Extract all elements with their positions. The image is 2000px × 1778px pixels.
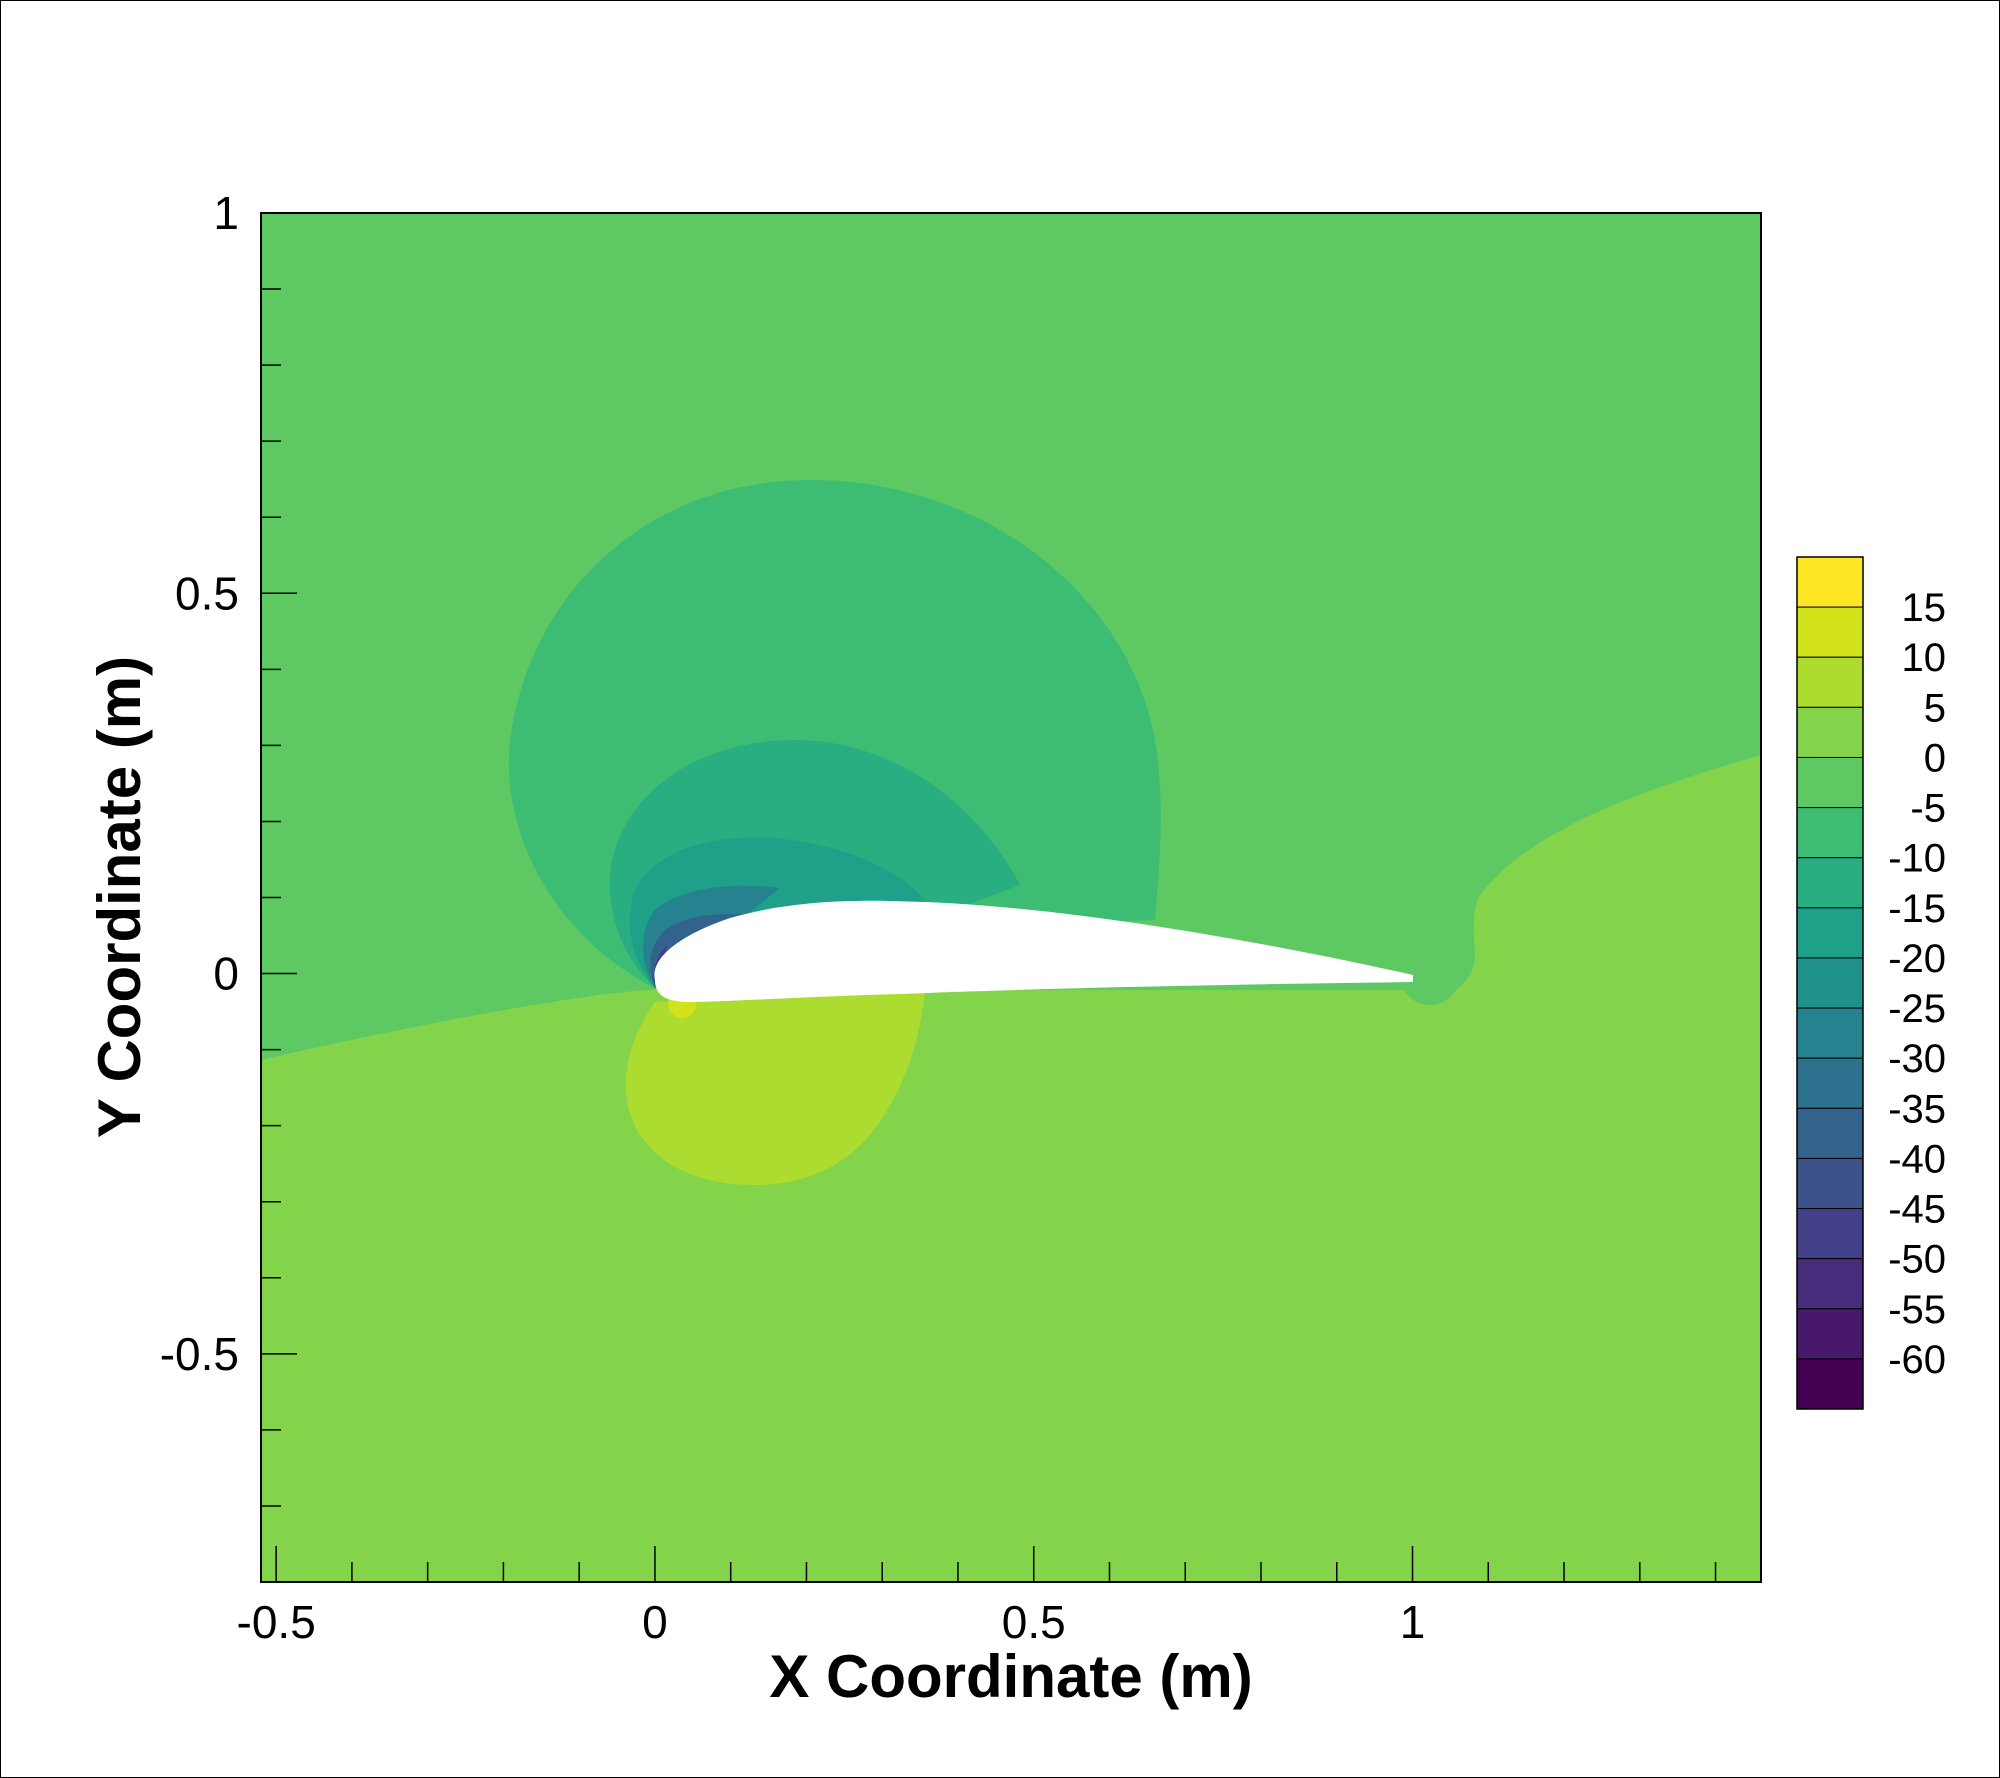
- colorbar-label: -35: [1888, 1087, 1946, 1131]
- y-tick-label: 1: [213, 187, 239, 239]
- y-tick-label: 0.5: [175, 567, 239, 619]
- colorbar-swatch: [1796, 556, 1864, 608]
- colorbar-swatch: [1796, 857, 1864, 909]
- colorbar-swatch: [1796, 1057, 1864, 1109]
- x-axis-title: X Coordinate (m): [769, 1643, 1252, 1710]
- colorbar-label: 10: [1902, 636, 1947, 680]
- colorbar-label: 0: [1924, 736, 1946, 780]
- colorbar: 15 10 5 0 -5 -10 -15 -20 -25 -30 -35 -40 -45 -50 -55 -6…: [1796, 556, 1947, 1410]
- colorbar-border: [1796, 556, 1864, 1410]
- colorbar-swatch: [1796, 1308, 1864, 1360]
- colorbar-label: -45: [1888, 1188, 1946, 1232]
- x-axis-ticks: [275, 1546, 1717, 1582]
- colorbar-label: -10: [1888, 837, 1946, 881]
- contour-region-lower: [261, 755, 1761, 1582]
- colorbar-label: -15: [1888, 887, 1946, 931]
- colorbar-swatch: [1796, 1208, 1864, 1260]
- x-axis-tick-labels: -0.5 0 0.5 1: [237, 1596, 1426, 1648]
- colorbar-label: -25: [1888, 987, 1946, 1031]
- colorbar-swatch: [1796, 1258, 1864, 1310]
- contour-region-trailing-edge-lobe: [1400, 945, 1460, 1005]
- colorbar-swatch: [1796, 606, 1864, 658]
- x-tick-label: -0.5: [237, 1596, 316, 1648]
- contour-region-pressure-lobe: [625, 990, 925, 1185]
- y-tick-label: 0: [213, 948, 239, 1000]
- colorbar-swatch: [1796, 1107, 1864, 1159]
- colorbar-label: -30: [1888, 1037, 1946, 1081]
- y-axis-ticks: [261, 212, 297, 1507]
- colorbar-swatch: [1796, 756, 1864, 809]
- colorbar-swatch: [1796, 957, 1864, 1009]
- colorbar-label: -20: [1888, 937, 1946, 981]
- colorbar-label: -40: [1888, 1137, 1946, 1181]
- colorbar-label: -55: [1888, 1288, 1946, 1332]
- colorbar-swatch: [1796, 807, 1864, 859]
- x-tick-label: 0.5: [1002, 1596, 1066, 1648]
- colorbar-label: -5: [1910, 787, 1946, 831]
- y-tick-label: -0.5: [160, 1328, 239, 1380]
- colorbar-swatch: [1796, 1358, 1864, 1410]
- colorbar-label: -60: [1888, 1338, 1946, 1382]
- colorbar-label: -50: [1888, 1238, 1946, 1282]
- colorbar-swatch: [1796, 907, 1864, 959]
- contour-field: [261, 213, 1761, 1582]
- x-tick-label: 1: [1400, 1596, 1426, 1648]
- x-tick-label: 0: [642, 1596, 668, 1648]
- colorbar-label: 5: [1924, 686, 1946, 730]
- colorbar-swatch: [1796, 1007, 1864, 1059]
- y-axis-tick-labels: 1 0.5 0 -0.5: [160, 187, 239, 1380]
- colorbar-swatch: [1796, 1157, 1864, 1210]
- colorbar-swatch: [1796, 656, 1864, 708]
- y-axis-title: Y Coordinate (m): [86, 656, 153, 1138]
- colorbar-label: 15: [1902, 586, 1947, 630]
- airfoil: [654, 900, 1413, 1002]
- colorbar-swatch: [1796, 706, 1864, 758]
